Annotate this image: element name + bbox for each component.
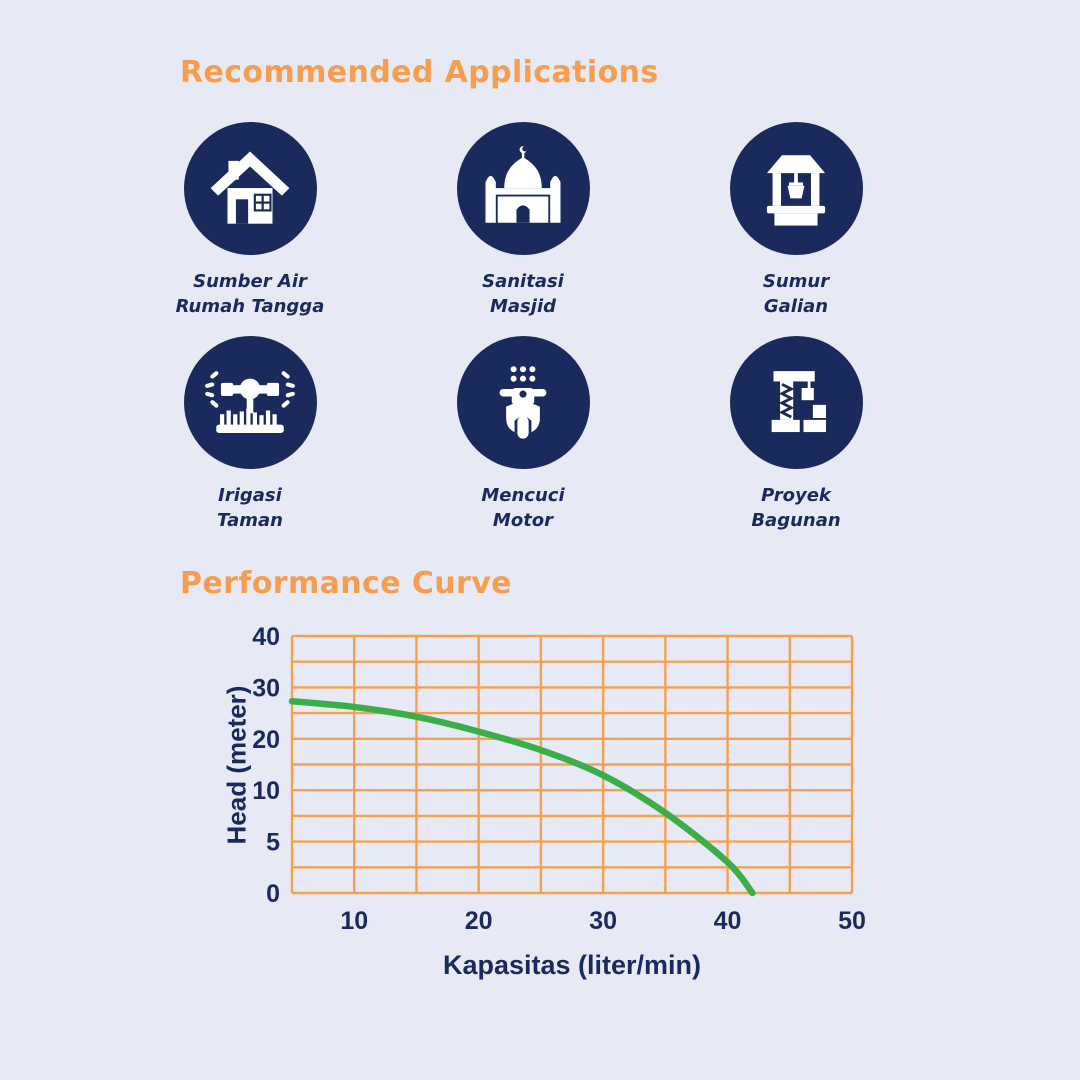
- svg-text:40: 40: [252, 623, 280, 651]
- caption-line: Irigasi: [218, 485, 282, 506]
- caption-line: Proyek: [761, 485, 831, 506]
- app-caption: Sanitasi Masjid: [435, 269, 611, 319]
- app-caption: Proyek Bagunan: [708, 483, 884, 533]
- well-icon-badge: [729, 122, 863, 255]
- app-card-mosque: Sanitasi Masjid: [435, 122, 611, 319]
- house-icon: [210, 151, 290, 224]
- caption-line: Sanitasi: [482, 271, 564, 292]
- app-caption: Mencuci Motor: [435, 483, 611, 533]
- svg-text:40: 40: [714, 907, 742, 935]
- svg-text:10: 10: [340, 907, 368, 935]
- house-icon-badge: [183, 122, 317, 255]
- caption-line: Bagunan: [751, 510, 841, 532]
- caption-line: Sumber Air: [193, 271, 307, 292]
- app-card-sprinkler: Irigasi Taman: [162, 336, 338, 533]
- app-caption: Irigasi Taman: [162, 483, 338, 533]
- performance-heading: Performance Curve: [180, 566, 512, 601]
- mosque-icon: [485, 145, 561, 223]
- chart-x-axis-title: Kapasitas (liter/min): [442, 950, 702, 980]
- chart-y-axis-title: Head (meter): [221, 685, 252, 845]
- crane-icon-badge: [729, 336, 863, 469]
- svg-text:20: 20: [252, 726, 280, 754]
- applications-heading: Recommended Applications: [180, 55, 659, 90]
- caption-line: Sumur: [762, 271, 830, 292]
- app-card-crane: Proyek Bagunan: [708, 336, 884, 533]
- svg-text:0: 0: [266, 880, 280, 908]
- performance-curve: [288, 698, 756, 897]
- app-card-house: Sumber Air Rumah Tangga: [162, 122, 338, 319]
- app-caption: Sumber Air Rumah Tangga: [162, 269, 338, 319]
- caption-line: Mencuci: [481, 485, 565, 506]
- crane-icon: [771, 370, 826, 432]
- sprinkler-icon: [205, 370, 295, 433]
- caption-line: Rumah Tangga: [175, 296, 325, 318]
- svg-text:5: 5: [266, 829, 280, 857]
- svg-text:20: 20: [465, 907, 493, 935]
- caption-line: Motor: [492, 510, 554, 532]
- svg-text:50: 50: [838, 907, 866, 935]
- app-card-motorbike: Mencuci Motor: [435, 336, 611, 533]
- app-card-well: Sumur Galian: [708, 122, 884, 319]
- mosque-icon-badge: [456, 122, 590, 255]
- svg-text:30: 30: [589, 907, 617, 935]
- svg-text:30: 30: [252, 674, 280, 702]
- svg-text:10: 10: [252, 777, 280, 805]
- caption-line: Taman: [216, 510, 283, 532]
- app-caption: Sumur Galian: [708, 269, 884, 319]
- motorbike-icon: [499, 365, 547, 439]
- performance-chart: 40 30 20 10 5 0 10 20 30 40 50: [220, 600, 900, 1000]
- caption-line: Galian: [763, 296, 829, 318]
- well-icon: [766, 154, 826, 226]
- caption-line: Masjid: [490, 296, 556, 318]
- sprinkler-icon-badge: [183, 336, 317, 469]
- motorbike-icon-badge: [456, 336, 590, 469]
